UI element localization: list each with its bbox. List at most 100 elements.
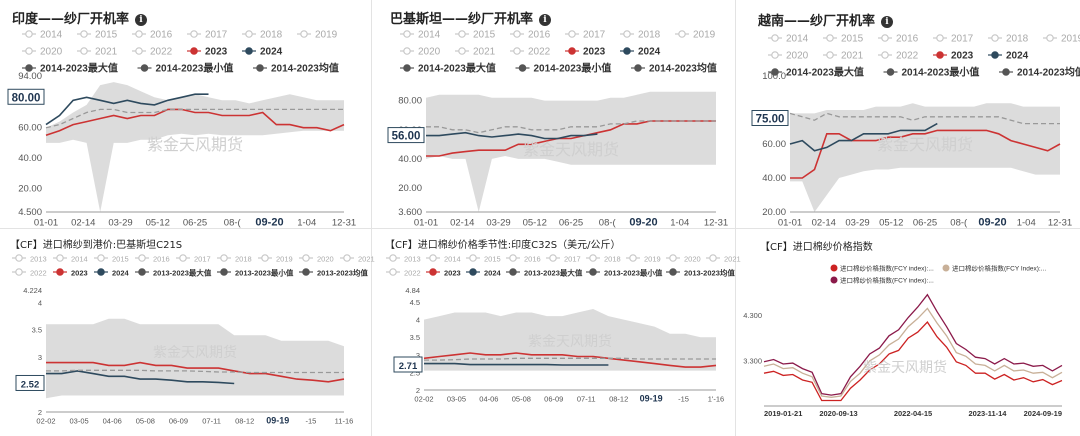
legend-label: 2023	[71, 269, 88, 278]
legend-marker	[1002, 68, 1010, 76]
legend-marker	[881, 34, 889, 42]
y-tick-label: 3.5	[32, 326, 42, 335]
legend-marker	[25, 47, 33, 55]
legend-marker	[429, 254, 437, 262]
y-tick-label: 100.0	[762, 71, 786, 82]
legend-label: 2013-2023均值	[684, 268, 735, 278]
series-line-2024	[426, 131, 598, 140]
legend-marker	[623, 30, 631, 38]
legend-marker	[936, 51, 944, 59]
range-band	[46, 82, 344, 212]
legend-marker	[669, 254, 677, 262]
legend-marker	[220, 268, 228, 276]
legend-label: 2016	[524, 255, 541, 264]
y-tick-label: 4	[38, 298, 42, 307]
x-tick-label: 05-12	[523, 218, 547, 229]
legend-label: 2016	[896, 34, 919, 45]
watermark: 紫金天风期货	[528, 333, 612, 349]
legend-label: 2017	[951, 34, 974, 45]
x-tick-label: 05-08	[512, 395, 531, 404]
legend-marker	[302, 268, 310, 276]
legend-label: 2021	[724, 255, 741, 264]
legend-label: 2020	[786, 51, 809, 62]
y-tick-label: 3	[38, 353, 42, 362]
legend-marker	[589, 268, 597, 276]
series-line-2024	[46, 370, 235, 385]
chart-title-vietnam: 越南——纱厂开机率 i	[758, 10, 894, 29]
y-tick-label: 4.84	[405, 286, 420, 295]
legend-label: 2021	[841, 51, 864, 62]
series-line-2023	[790, 129, 1061, 179]
x-tick-label: 1-04	[670, 218, 689, 229]
legend-label: 2022	[150, 47, 173, 58]
x-tick-label: 05-12	[879, 218, 903, 229]
legend-label: 2014	[786, 34, 809, 45]
x-tick-label: 02-14	[812, 218, 836, 229]
legend-label: 2014	[71, 255, 88, 264]
info-icon[interactable]: i	[881, 16, 894, 28]
x-tick-label: 03-29	[486, 218, 510, 229]
legend-label: 2017	[564, 255, 581, 264]
x-tick-label: 09-19	[640, 394, 663, 404]
legend-marker	[568, 30, 576, 38]
legend-label: 进口棉纱价格指数(FCY index):...	[840, 264, 934, 273]
legend-label: 2014-2023最小值	[156, 62, 234, 75]
legend-marker	[589, 254, 597, 262]
legend-marker	[300, 30, 308, 38]
x-tick-label: 03-05	[70, 417, 89, 426]
ref-value-box	[7, 88, 45, 105]
legend-label: 2013-2023均值	[317, 268, 368, 278]
legend-label: 2020	[684, 255, 701, 264]
legend-marker	[936, 34, 944, 42]
x-tick-label: 05-08	[136, 417, 155, 426]
legend-marker	[343, 254, 351, 262]
y-tick-label: 60.00	[18, 123, 42, 134]
ref-value-label: 2.71	[399, 361, 418, 372]
legend-label: 2020	[317, 255, 334, 264]
x-tick-label: -15	[305, 417, 316, 426]
info-icon[interactable]: i	[539, 14, 552, 26]
ref-value-label: 2.52	[21, 379, 40, 390]
panel-divider	[371, 0, 372, 436]
legend-label: 2019	[315, 30, 338, 41]
y-tick-label: 60.00	[762, 139, 786, 150]
y-tick-label: 40.00	[18, 153, 42, 164]
legend-label: 2024	[1006, 51, 1029, 62]
legend-label: 2023	[205, 47, 228, 58]
legend-label: 2022	[30, 269, 47, 278]
legend-label: 2021	[358, 255, 375, 264]
ref-value-label: 80.00	[12, 92, 41, 104]
series-line-avg	[426, 120, 716, 134]
legend-label: 2016	[153, 255, 170, 264]
legend-label: 2023	[951, 51, 974, 62]
x-tick-label: -15	[678, 395, 689, 404]
y-tick-label: 2	[416, 386, 420, 395]
index-series-line	[763, 307, 1063, 398]
legend-marker	[469, 254, 477, 262]
y-tick-label: 40.00	[398, 154, 422, 165]
legend-marker	[669, 268, 677, 276]
x-tick-label: 09-19	[266, 416, 289, 426]
x-tick-label: 08-(	[599, 218, 617, 229]
series-line-avg	[789, 112, 1060, 125]
legend-label: 2015	[112, 255, 129, 264]
legend-label: 2013-2023最小值	[604, 268, 663, 278]
x-tick-label: 06-09	[544, 395, 563, 404]
legend-marker	[771, 51, 779, 59]
x-tick-label: 08-(	[950, 218, 968, 229]
legend-marker	[135, 47, 143, 55]
chart-title-pk-port: 【CF】进口棉纱到港价:巴基斯坦C21S	[10, 240, 183, 251]
legend-label: 2019	[1061, 34, 1080, 45]
legend-marker	[634, 64, 642, 72]
legend-marker	[509, 268, 517, 276]
y-tick-label: 4.224	[23, 286, 42, 295]
x-tick-label: 01-01	[414, 218, 438, 229]
legend-marker	[403, 30, 411, 38]
legend-marker	[135, 30, 143, 38]
legend-marker	[771, 68, 779, 76]
ref-value-box	[751, 110, 789, 126]
legend-marker	[245, 47, 253, 55]
info-icon[interactable]: i	[135, 14, 148, 26]
legend-marker	[509, 254, 517, 262]
